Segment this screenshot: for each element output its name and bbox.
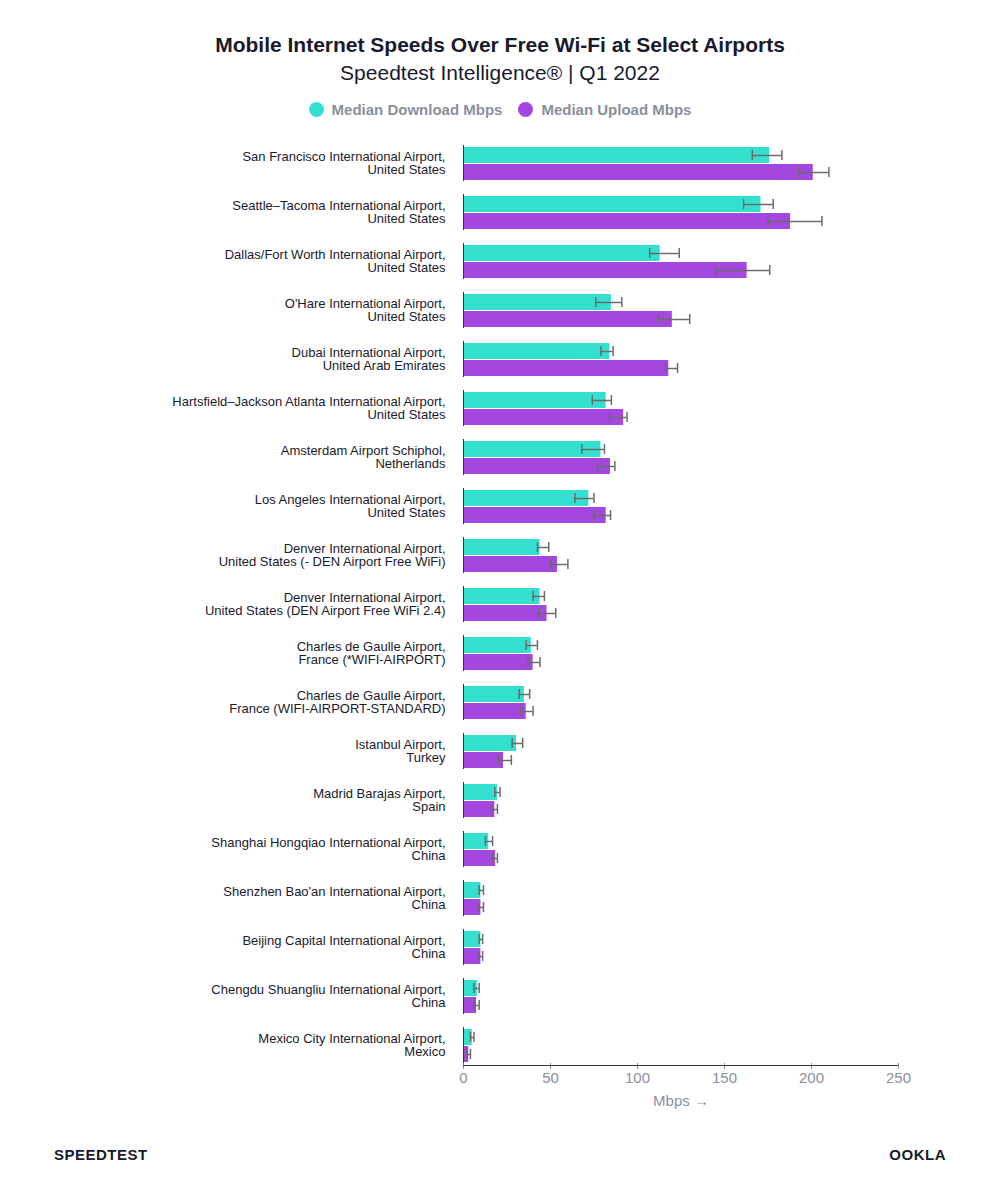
svg-text:Dubai International Airport,Un: Dubai International Airport,United Arab …	[292, 345, 446, 373]
svg-text:150: 150	[712, 1069, 737, 1086]
svg-text:Istanbul Airport,Turkey: Istanbul Airport,Turkey	[355, 737, 446, 765]
svg-text:O'Hare International Airport,U: O'Hare International Airport,United Stat…	[285, 296, 446, 324]
svg-text:Mbps →: Mbps →	[653, 1092, 709, 1109]
html-text:Median Upload Mbps: Median Upload Mbps	[541, 101, 692, 118]
svg-text:Charles de Gaulle Airport,Fran: Charles de Gaulle Airport,France (*WIFI-…	[297, 639, 446, 667]
svg-text:100: 100	[625, 1069, 650, 1086]
svg-text:Madrid Barajas Airport,Spain: Madrid Barajas Airport,Spain	[313, 786, 445, 814]
svg-text:200: 200	[799, 1069, 824, 1086]
html-text:Speedtest Intelligence® | Q1 2: Speedtest Intelligence® | Q1 2022	[340, 61, 660, 84]
svg-text:Dallas/Fort Worth Internationa: Dallas/Fort Worth International Airport,…	[225, 247, 446, 275]
svg-text:Amsterdam Airport Schiphol,Net: Amsterdam Airport Schiphol,Netherlands	[281, 443, 446, 471]
svg-text:Denver International Airport,U: Denver International Airport,United Stat…	[205, 590, 446, 618]
svg-text:Denver International Airport,U: Denver International Airport,United Stat…	[219, 541, 446, 569]
svg-text:San Francisco International Ai: San Francisco International Airport,Unit…	[242, 149, 446, 177]
svg-text:Los Angeles International Airp: Los Angeles International Airport,United…	[255, 492, 446, 520]
html-text:Mobile Internet Speeds Over Fr: Mobile Internet Speeds Over Free Wi-Fi a…	[215, 33, 785, 56]
svg-text:Shenzhen Bao'an International: Shenzhen Bao'an International Airport,Ch…	[223, 884, 446, 912]
html-text:OOKLA: OOKLA	[889, 1146, 946, 1163]
svg-text:Seattle–Tacoma International A: Seattle–Tacoma International Airport,Uni…	[232, 198, 446, 226]
html-text:Median Download Mbps: Median Download Mbps	[331, 101, 503, 118]
svg-text:0: 0	[459, 1069, 467, 1086]
svg-text:50: 50	[542, 1069, 559, 1086]
svg-text:Beijing Capital International: Beijing Capital International Airport,Ch…	[242, 933, 446, 961]
svg-text:Charles de Gaulle Airport,Fran: Charles de Gaulle Airport,France (WIFI-A…	[229, 688, 445, 716]
svg-text:250: 250	[886, 1069, 911, 1086]
html-text:SPEEDTEST: SPEEDTEST	[54, 1146, 148, 1163]
svg-text:Hartsfield–Jackson Atlanta Int: Hartsfield–Jackson Atlanta International…	[172, 394, 446, 422]
svg-text:Mexico City International Airp: Mexico City International Airport,Mexico	[258, 1031, 445, 1059]
svg-text:Shanghai Hongqiao Internationa: Shanghai Hongqiao International Airport,…	[211, 835, 446, 863]
svg-text:Chengdu Shuangliu Internationa: Chengdu Shuangliu International Airport,…	[211, 982, 446, 1010]
